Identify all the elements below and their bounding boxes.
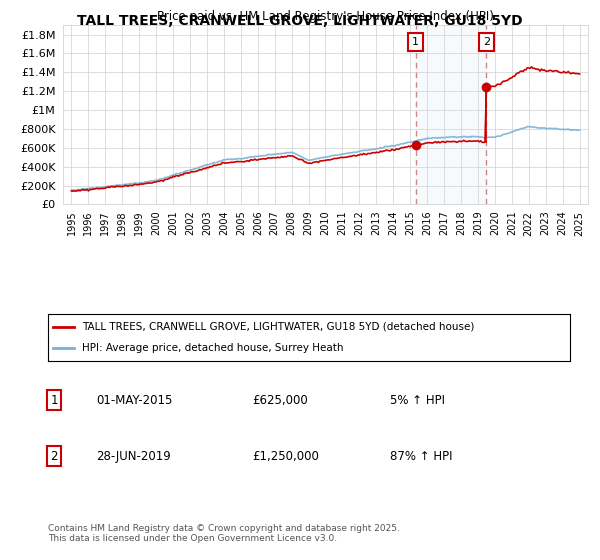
Text: 28-JUN-2019: 28-JUN-2019: [96, 450, 171, 463]
Text: £1,250,000: £1,250,000: [252, 450, 319, 463]
Title: Price paid vs. HM Land Registry's House Price Index (HPI): Price paid vs. HM Land Registry's House …: [157, 10, 494, 22]
Text: TALL TREES, CRANWELL GROVE, LIGHTWATER, GU18 5YD (detached house): TALL TREES, CRANWELL GROVE, LIGHTWATER, …: [82, 322, 475, 332]
Text: 1: 1: [50, 394, 58, 407]
Text: 2: 2: [50, 450, 58, 463]
Text: 01-MAY-2015: 01-MAY-2015: [96, 394, 172, 407]
Text: 1: 1: [412, 37, 419, 47]
Text: TALL TREES, CRANWELL GROVE, LIGHTWATER, GU18 5YD: TALL TREES, CRANWELL GROVE, LIGHTWATER, …: [77, 14, 523, 28]
Text: £625,000: £625,000: [252, 394, 308, 407]
Text: Contains HM Land Registry data © Crown copyright and database right 2025.
This d: Contains HM Land Registry data © Crown c…: [48, 524, 400, 543]
Text: 2: 2: [483, 37, 490, 47]
Text: HPI: Average price, detached house, Surrey Heath: HPI: Average price, detached house, Surr…: [82, 343, 343, 353]
Text: 5% ↑ HPI: 5% ↑ HPI: [390, 394, 445, 407]
Bar: [416, 25, 487, 204]
Text: 87% ↑ HPI: 87% ↑ HPI: [390, 450, 452, 463]
